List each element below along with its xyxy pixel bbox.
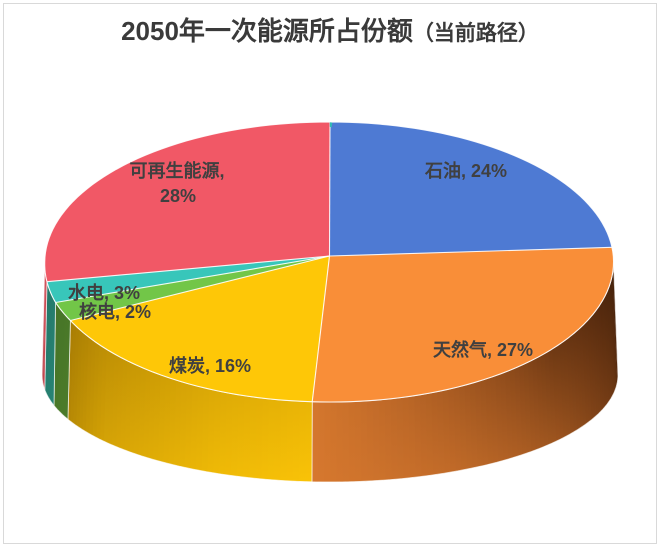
pie-slice-label: 可再生能源, 28% — [129, 160, 224, 206]
pie-slice-side[interactable] — [44, 281, 56, 407]
seam-artifact — [329, 122, 333, 128]
pie-slice[interactable] — [44, 122, 331, 282]
slice-boundaries — [44, 121, 615, 403]
pie-slice[interactable] — [55, 256, 330, 321]
pie-slice-label: 核电, 2% — [79, 301, 151, 322]
chart-title: 2050年一次能源所占份额（当前路径） — [4, 16, 656, 47]
pie-slice-side[interactable] — [53, 302, 71, 420]
pie-slice[interactable] — [70, 256, 330, 402]
chart-title-main: 2050年一次能源所占份额 — [121, 16, 413, 46]
chart-title-paren: （当前路径） — [412, 22, 539, 45]
chart-area: 2050年一次能源所占份额（当前路径） 石油, 24% 天然气, 27% 煤炭, 1… — [3, 3, 657, 544]
pie-slice-side[interactable] — [311, 255, 619, 483]
pie-chart-canvas: 石油, 24% 天然气, 27% 煤炭, 16% 核电, 2%水电, 3% 可再生能源,… — [41, 121, 619, 483]
pie-slice[interactable] — [312, 247, 614, 403]
pie-slice-side[interactable] — [67, 320, 313, 483]
pie-slice-label: 石油, 24% — [424, 160, 507, 181]
pie-slice-label: 煤炭, 16% — [169, 355, 251, 376]
pie-slice-label: 水电, 3% — [68, 282, 140, 303]
pie-slice-label: 天然气, 27% — [433, 339, 533, 360]
pie-slice[interactable] — [329, 122, 612, 256]
